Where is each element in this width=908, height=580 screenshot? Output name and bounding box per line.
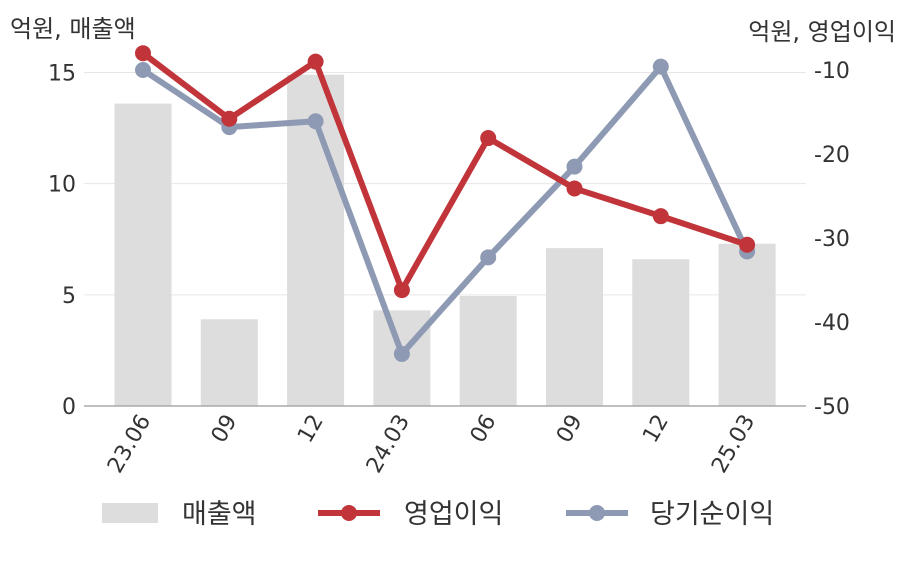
revenue-bars (114, 74, 776, 406)
legend-marker-net-income (589, 505, 605, 521)
revenue-bar (546, 248, 603, 406)
left-tick-label: 15 (48, 61, 76, 86)
operating-profit-point (393, 282, 410, 299)
legend-label-net-income: 당기순이익 (650, 499, 774, 530)
x-tick-label: 09 (207, 411, 243, 448)
legend-label-operating-profit: 영업이익 (404, 499, 503, 530)
net-income-point (135, 62, 151, 78)
left-tick-label: 0 (62, 395, 76, 420)
legend: 매출액 영업이익 당기순이익 (102, 499, 774, 530)
right-axis-title: 억원, 영업이익 (748, 18, 896, 46)
net-income-point (480, 249, 497, 266)
x-axis-ticks: 23.06 09 12 24.03 06 09 12 25.03 (103, 411, 760, 478)
operating-profit-point (480, 130, 497, 147)
x-tick-label: 12 (638, 411, 674, 448)
revenue-bar (200, 319, 258, 406)
operating-profit-point (739, 236, 756, 253)
operating-profit-point (307, 53, 324, 70)
revenue-bar (459, 295, 517, 406)
legend-marker-operating-profit (341, 505, 357, 521)
profit-lines (135, 45, 756, 362)
x-tick-label: 25.03 (707, 411, 760, 478)
net-income-point (652, 58, 669, 75)
x-tick-label: 23.06 (103, 411, 156, 478)
legend-swatch-revenue (102, 503, 158, 523)
x-tick-label: 06 (466, 411, 502, 448)
operating-profit-line (140, 50, 751, 294)
x-tick-label: 12 (293, 411, 329, 448)
revenue-bar (287, 74, 345, 406)
net-income-point (566, 158, 583, 175)
revenue-bar (718, 243, 776, 406)
legend-label-revenue: 매출액 (182, 499, 257, 530)
net-income-point (393, 345, 410, 362)
net-income-line (140, 63, 751, 357)
operating-profit-point (221, 110, 238, 127)
revenue-bar (114, 103, 172, 406)
operating-profit-point (652, 208, 669, 225)
net-income-point (307, 113, 324, 130)
left-axis-title: 억원, 매출액 (10, 15, 136, 43)
left-axis-ticks: 0 5 10 15 (48, 61, 76, 420)
right-tick-label: -40 (814, 311, 850, 336)
x-tick-label: 24.03 (362, 411, 415, 478)
left-tick-label: 5 (62, 284, 76, 309)
revenue-bar (632, 259, 690, 406)
right-tick-label: -20 (814, 143, 850, 168)
operating-profit-point (135, 45, 151, 62)
left-tick-label: 10 (48, 173, 76, 198)
x-tick-label: 09 (552, 411, 588, 448)
right-tick-label: -30 (814, 227, 850, 252)
right-axis-ticks: -50 -40 -30 -20 -10 (814, 59, 850, 420)
operating-profit-point (566, 180, 583, 197)
right-tick-label: -10 (814, 59, 850, 84)
right-tick-label: -50 (814, 395, 850, 420)
